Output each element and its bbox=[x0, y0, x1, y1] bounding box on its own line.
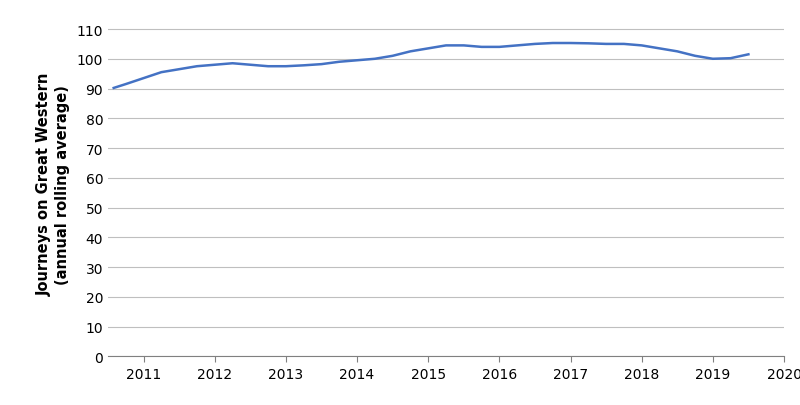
Y-axis label: Journeys on Great Western
(annual rolling average): Journeys on Great Western (annual rollin… bbox=[38, 73, 70, 296]
